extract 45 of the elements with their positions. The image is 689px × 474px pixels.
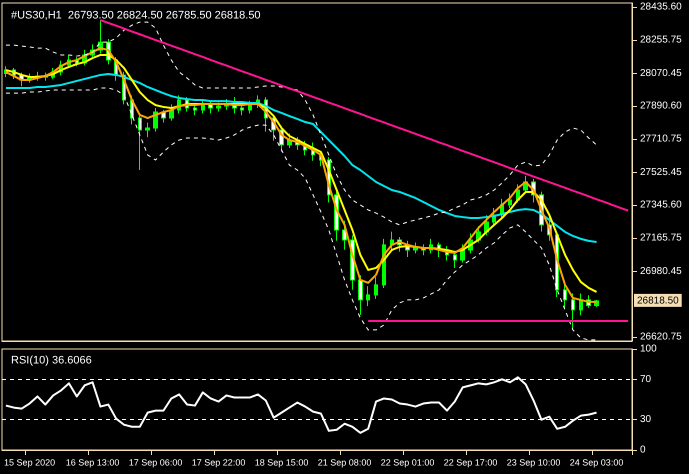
candlestick xyxy=(508,192,512,208)
y-tick-label: 30 xyxy=(640,414,652,426)
candlestick xyxy=(366,286,370,307)
text: RSI(10) 36.6066 xyxy=(11,354,92,366)
y-tick-label: 27710.75 xyxy=(640,133,682,144)
y-tick-label: 28255.75 xyxy=(640,34,682,46)
y-tick-label: 100 xyxy=(640,344,658,354)
y-tick-label: 70 xyxy=(640,374,652,385)
candlestick xyxy=(460,244,465,263)
y-tick-label: 27165.75 xyxy=(640,232,682,244)
line-series xyxy=(4,73,598,243)
candlestick xyxy=(571,292,575,330)
x-tick-label: 16 Sep 13:00 xyxy=(66,458,120,468)
x-tick-label: 24 Sep 03:00 xyxy=(570,458,624,468)
text: 26818.50 xyxy=(637,295,680,306)
candlestick xyxy=(413,242,418,254)
candlestick xyxy=(138,114,142,170)
text: #US30,H1 26793.50 26824.50 26785.50 26818.50 xyxy=(11,10,261,22)
x-tick-label: 22 Sep 01:00 xyxy=(380,458,434,468)
y-tick-label: 27890.60 xyxy=(640,100,682,112)
candlestick xyxy=(358,274,363,316)
y-tick-label: 28435.60 xyxy=(640,2,682,13)
line-series xyxy=(99,19,630,212)
x-tick-label: 17 Sep 22:00 xyxy=(192,458,246,468)
candlestick xyxy=(374,276,378,300)
y-tick-label: 27525.45 xyxy=(640,166,682,178)
x-tick-label: 23 Sep 10:00 xyxy=(506,458,560,468)
x-tick-label: 22 Sep 17:00 xyxy=(444,458,498,468)
y-tick-label: 26980.45 xyxy=(640,266,682,277)
x-tick-label: 21 Sep 08:00 xyxy=(318,458,372,468)
candlestick xyxy=(453,251,457,268)
x-tick-label: 17 Sep 06:00 xyxy=(128,458,182,468)
candlestick xyxy=(193,104,197,116)
line-series xyxy=(5,22,598,226)
y-tick-label: 26620.75 xyxy=(640,331,682,342)
candlestick xyxy=(216,102,221,112)
x-tick-label: 18 Sep 15:00 xyxy=(254,458,308,468)
candlestick xyxy=(579,292,583,316)
candlestick xyxy=(240,104,244,116)
candlestick xyxy=(145,122,150,138)
candlestick xyxy=(169,104,174,122)
x-tick-label: 15 Sep 2020 xyxy=(4,458,56,468)
y-tick-label: 28070.45 xyxy=(640,68,682,79)
y-tick-label: 0 xyxy=(640,444,646,456)
y-tick-label: 27345.60 xyxy=(640,200,682,211)
